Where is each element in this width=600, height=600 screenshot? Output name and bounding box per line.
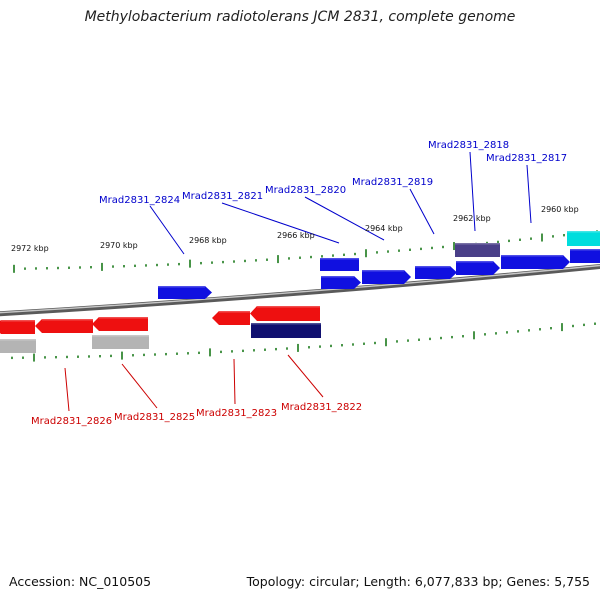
leader-line [233,358,236,405]
genome-backbone-highlight [0,264,600,314]
genome-backbone [0,263,600,317]
gene-arrow-reverse-a[interactable] [0,320,35,334]
gene-arrow-mrad2831-2826[interactable] [35,319,93,333]
gene-label-mrad2831-2818[interactable]: Mrad2831_2818 [428,140,509,151]
gene-arrow-mrad2831-2823[interactable] [212,311,250,325]
gene-features [0,231,600,353]
genome-title: Methylobacterium radiotolerans JCM 2831,… [84,9,516,25]
gene-label-mrad2831-2820[interactable]: Mrad2831_2820 [265,185,346,196]
scale-ticks-reverse [11,322,596,362]
scale-label-2972: 2972 kbp [11,244,49,253]
gene-arrow-mrad2831-2820[interactable] [321,276,361,289]
gene-label-mrad2831-2824[interactable]: Mrad2831_2824 [99,195,180,206]
gene-arrow-mrad2831-2819[interactable] [362,270,411,284]
genome-stats-text: Topology: circular; Length: 6,077,833 bp… [246,574,590,589]
gene-label-mrad2831-2817[interactable]: Mrad2831_2817 [486,153,567,164]
gene-arrow-mrad2831-2825[interactable] [92,317,148,331]
gene-label-mrad2831-2823[interactable]: Mrad2831_2823 [196,408,277,419]
gene-arrow-forward-b[interactable] [570,249,600,263]
leader-line [409,188,435,235]
gene-label-mrad2831-2825[interactable]: Mrad2831_2825 [114,412,195,423]
scale-label-2962: 2962 kbp [453,214,491,223]
accession-text: Accession: NC_010505 [9,574,152,589]
scale-label-2964: 2964 kbp [365,224,403,233]
leader-line [121,363,158,409]
scale-label-2970: 2970 kbp [100,241,138,250]
scale-label-2966: 2966 kbp [277,231,315,240]
gene-block-pseudo-a[interactable] [0,339,36,353]
gene-arrow-reverse-b[interactable] [250,306,320,321]
gene-label-mrad2831-2826[interactable]: Mrad2831_2826 [31,416,112,427]
scale-label-2960: 2960 kbp [541,205,579,214]
gene-block-mrad2831-2822[interactable] [251,323,321,338]
leader-line [469,151,476,232]
leader-line [526,164,532,224]
gene-label-mrad2831-2821[interactable]: Mrad2831_2821 [182,191,263,202]
leader-line [149,205,185,255]
gene-block-mrad2831-2818[interactable] [455,243,500,257]
gene-arrow-mrad2831-2821[interactable] [320,258,359,271]
gene-arrow-mrad2831-2824[interactable] [158,286,212,299]
gene-arrow-mrad2831-2817-cds[interactable] [501,255,570,269]
gene-block-rna[interactable] [567,231,600,246]
scale-label-2968: 2968 kbp [189,236,227,245]
gene-arrow-forward-a[interactable] [415,266,457,279]
leader-line [221,202,340,244]
gene-label-mrad2831-2819[interactable]: Mrad2831_2819 [352,177,433,188]
leader-line [287,354,324,398]
scale-ticks-forward [13,230,598,273]
gene-label-mrad2831-2822[interactable]: Mrad2831_2822 [281,402,362,413]
label-leader-lines [64,151,532,412]
leader-line [64,367,70,412]
gene-arrow-mrad2831-2818-cds[interactable] [456,261,500,275]
leader-line [304,196,385,241]
gene-block-pseudo-b[interactable] [92,335,149,349]
